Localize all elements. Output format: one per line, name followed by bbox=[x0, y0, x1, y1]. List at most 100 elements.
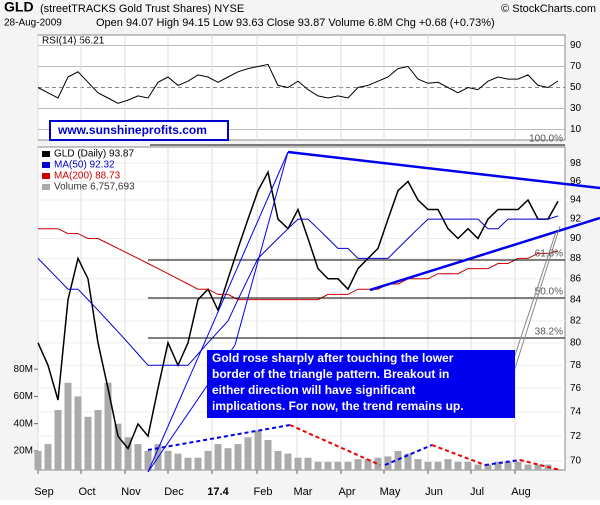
y2-tick-label: 80M bbox=[14, 364, 33, 375]
y-tick-label: 86 bbox=[570, 273, 582, 284]
fib-label: 50.0% bbox=[535, 287, 563, 298]
note-box bbox=[207, 350, 515, 418]
legend-label: GLD (Daily) 93.87 bbox=[54, 149, 134, 160]
website: www.sunshineprofits.com bbox=[57, 123, 207, 137]
y2-tick-label: 40M bbox=[14, 418, 33, 429]
ma-line bbox=[38, 228, 559, 301]
y-tick-label: 30 bbox=[570, 103, 582, 114]
volume-bar bbox=[54, 410, 62, 470]
volume-bar bbox=[294, 457, 302, 470]
volume-bar bbox=[104, 382, 112, 470]
x-tick-label: Aug bbox=[511, 486, 531, 498]
volume-bar bbox=[74, 396, 82, 470]
y-tick-label: 70 bbox=[570, 61, 582, 72]
volume-bar bbox=[464, 461, 472, 470]
x-tick-label: Sep bbox=[34, 486, 54, 498]
x-tick-label: Dec bbox=[164, 486, 184, 498]
x-tick-label: Jul bbox=[470, 486, 484, 498]
legend-swatch bbox=[42, 162, 50, 168]
volume-bar bbox=[164, 450, 172, 470]
volume-bar bbox=[144, 450, 152, 470]
volume-bar bbox=[184, 457, 192, 470]
date: 28-Aug-2009 bbox=[4, 18, 62, 29]
volume-bar bbox=[364, 459, 372, 470]
source: © StockCharts.com bbox=[501, 3, 596, 15]
x-tick-label: Apr bbox=[338, 486, 355, 498]
x-tick-label: Jun bbox=[425, 486, 443, 498]
volume-bar bbox=[504, 461, 512, 470]
volume-bar bbox=[334, 461, 342, 470]
volume-bar bbox=[474, 464, 482, 470]
x-tick-label: Nov bbox=[121, 486, 141, 498]
volume-bar bbox=[554, 468, 562, 470]
volume-bar bbox=[34, 450, 42, 470]
legend-swatch bbox=[42, 151, 50, 157]
rsi-title: RSI(14) 56.21 bbox=[42, 36, 105, 47]
y-tick-label: 80 bbox=[570, 337, 582, 348]
legend-swatch bbox=[42, 173, 50, 179]
volume-bar bbox=[94, 410, 102, 470]
volume-bar bbox=[454, 461, 462, 470]
volume-bar bbox=[274, 450, 282, 470]
volume-bar bbox=[244, 437, 252, 470]
x-tick-label: Feb bbox=[254, 486, 273, 498]
volume-bar bbox=[534, 464, 542, 470]
volume-trend bbox=[289, 424, 381, 466]
y-tick-label: 90 bbox=[570, 233, 582, 244]
volume-bar bbox=[114, 423, 122, 470]
volume-bar bbox=[344, 461, 352, 470]
volume-bar bbox=[84, 416, 92, 470]
y-tick-label: 70 bbox=[570, 456, 582, 467]
volume-trend bbox=[484, 459, 521, 466]
y-tick-label: 88 bbox=[570, 253, 582, 264]
volume-bar bbox=[174, 453, 182, 470]
volume-bar bbox=[224, 448, 232, 470]
price-line bbox=[37, 170, 559, 450]
y2-tick-label: 60M bbox=[14, 391, 33, 402]
volume-bar bbox=[134, 444, 142, 470]
volume-bar bbox=[354, 459, 362, 470]
symbol: GLD bbox=[4, 0, 34, 15]
trend-line bbox=[234, 151, 289, 346]
price-panel bbox=[37, 146, 566, 471]
volume-bar bbox=[394, 450, 402, 470]
x-tick-label: Mar bbox=[294, 486, 313, 498]
volume-bar bbox=[254, 430, 262, 470]
y-tick-label: 74 bbox=[570, 407, 582, 418]
y-tick-label: 78 bbox=[570, 360, 582, 371]
volume-bar bbox=[304, 457, 312, 470]
volume-bar bbox=[64, 382, 72, 470]
trend-line bbox=[147, 151, 289, 473]
volume-bar bbox=[374, 457, 382, 470]
volume-bar bbox=[514, 461, 522, 470]
fib-label: 38.2% bbox=[535, 327, 563, 338]
rsi-line bbox=[37, 63, 559, 104]
volume-bar bbox=[204, 450, 212, 470]
x-tick-label: May bbox=[380, 486, 401, 498]
volume-bar bbox=[524, 464, 532, 470]
volume-bar bbox=[194, 457, 202, 470]
volume-bar bbox=[404, 453, 412, 470]
y-tick-label: 82 bbox=[570, 316, 582, 327]
volume-bar bbox=[124, 437, 132, 470]
y-tick-label: 50 bbox=[570, 82, 582, 93]
volume-bar bbox=[494, 461, 502, 470]
y-tick-label: 92 bbox=[570, 214, 582, 225]
volume-bar bbox=[234, 444, 242, 470]
y-tick-label: 84 bbox=[570, 294, 582, 305]
volume-trend bbox=[147, 424, 291, 451]
y-tick-label: 10 bbox=[570, 124, 582, 135]
y-tick-label: 98 bbox=[570, 158, 582, 169]
legend-label: Volume 6,757,693 bbox=[54, 182, 135, 193]
y2-tick-label: 20M bbox=[14, 446, 33, 457]
security-name: (streetTRACKS Gold Trust Shares) NYSE bbox=[40, 3, 244, 15]
volume-bar bbox=[444, 459, 452, 470]
note-line: border of the triangle pattern. Breakout… bbox=[212, 367, 449, 381]
volume-bar bbox=[414, 459, 422, 470]
y-tick-label: 94 bbox=[570, 195, 582, 206]
y-tick-label: 96 bbox=[570, 176, 582, 187]
volume-bar bbox=[424, 461, 432, 470]
y-tick-label: 72 bbox=[570, 431, 582, 442]
trend-line bbox=[287, 150, 600, 190]
